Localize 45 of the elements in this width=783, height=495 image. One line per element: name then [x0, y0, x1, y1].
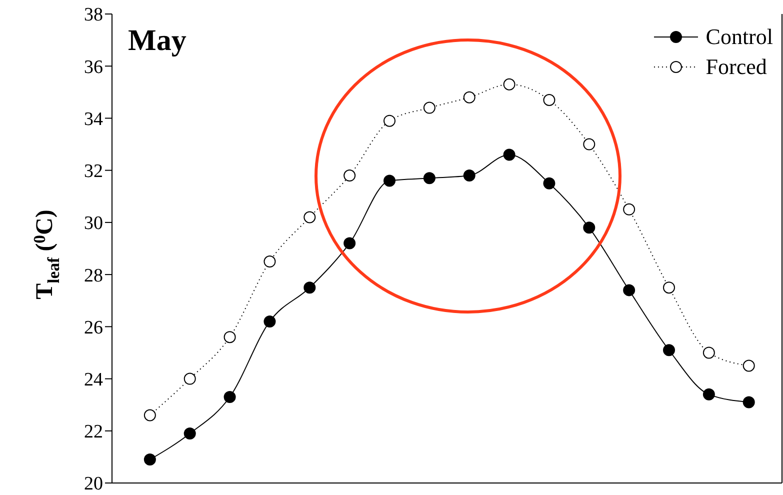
point [224, 391, 236, 404]
point [663, 282, 675, 294]
point [423, 102, 436, 114]
point [184, 427, 196, 440]
y-tick-label: 38 [84, 4, 103, 26]
legend-label: Control [706, 24, 773, 50]
point [423, 172, 436, 184]
point [583, 138, 596, 150]
y-tick-label: 36 [84, 56, 103, 78]
chart-title: May [128, 24, 186, 58]
y-tick-label: 22 [84, 422, 103, 443]
y-tick-label: 30 [84, 213, 103, 234]
point [344, 170, 356, 182]
point [702, 346, 715, 359]
point [144, 454, 156, 466]
point [663, 344, 675, 356]
point [702, 388, 715, 400]
point [463, 170, 476, 182]
y-tick-label: 34 [84, 108, 104, 130]
point [543, 177, 556, 190]
y-tick-label: 28 [84, 265, 103, 286]
point [742, 396, 755, 408]
point [503, 148, 516, 161]
point [304, 211, 316, 224]
y-tick-label: 20 [84, 474, 103, 495]
point [264, 256, 276, 268]
point [184, 372, 196, 385]
legend-label: Forced [706, 54, 767, 80]
point [543, 94, 556, 106]
point [264, 315, 276, 328]
point [344, 237, 356, 250]
point [742, 360, 755, 372]
point [144, 409, 156, 422]
y-tick-label: 24 [84, 370, 104, 391]
point [623, 284, 636, 296]
point [503, 78, 516, 90]
point [304, 282, 316, 294]
y-tick-label: 26 [84, 317, 103, 338]
point [623, 203, 636, 216]
point [384, 174, 396, 187]
point [224, 331, 236, 344]
point [463, 91, 476, 104]
point [583, 222, 596, 234]
y-tick-label: 32 [84, 161, 103, 182]
point [384, 114, 396, 127]
